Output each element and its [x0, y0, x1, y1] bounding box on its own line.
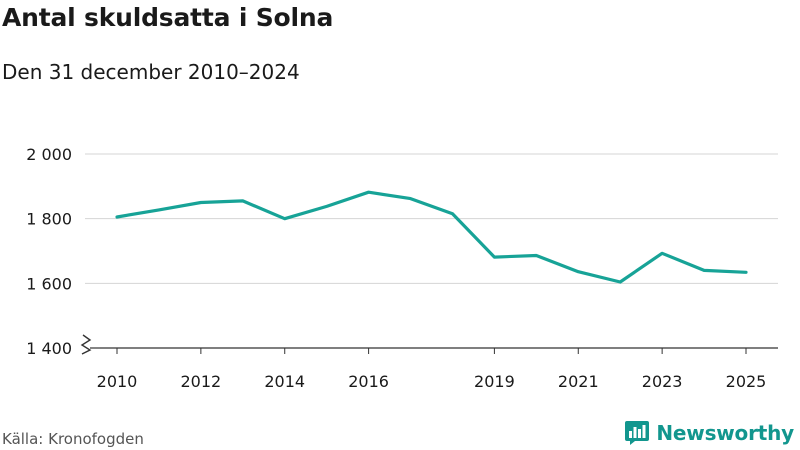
- x-tick-label: 2014: [264, 372, 305, 391]
- x-tick-label: 2016: [348, 372, 389, 391]
- newsworthy-logo[interactable]: Newsworthy: [624, 420, 794, 446]
- x-tick-label: 2025: [726, 372, 767, 391]
- x-tick-label: 2023: [642, 372, 683, 391]
- grid-lines: [85, 153, 778, 284]
- y-axis-labels: 1 400 1 600 1 800 2 000: [26, 145, 72, 358]
- source-note: Källa: Kronofogden: [2, 430, 144, 448]
- x-tick-label: 2021: [558, 372, 599, 391]
- y-tick-label: 1 800: [26, 210, 72, 229]
- brand-name: Newsworthy: [656, 421, 794, 445]
- bar-chart-icon: [625, 421, 650, 445]
- chart-title: Antal skuldsatta i Solna: [2, 3, 334, 32]
- chart-subtitle: Den 31 december 2010–2024: [2, 60, 300, 84]
- y-tick-label: 2 000: [26, 145, 72, 164]
- axis-break-marker: [80, 334, 92, 355]
- series-line: [115, 190, 748, 284]
- data-series: [115, 190, 748, 284]
- x-axis-labels: 2010 2012 2014 2016 2019 2021 2023 2025: [97, 372, 767, 391]
- y-tick-label: 1 400: [26, 339, 72, 358]
- x-tick-label: 2012: [181, 372, 222, 391]
- x-tick-label: 2019: [474, 372, 515, 391]
- x-tick-label: 2010: [97, 372, 138, 391]
- x-axis: [80, 334, 778, 355]
- y-tick-label: 1 600: [26, 274, 72, 293]
